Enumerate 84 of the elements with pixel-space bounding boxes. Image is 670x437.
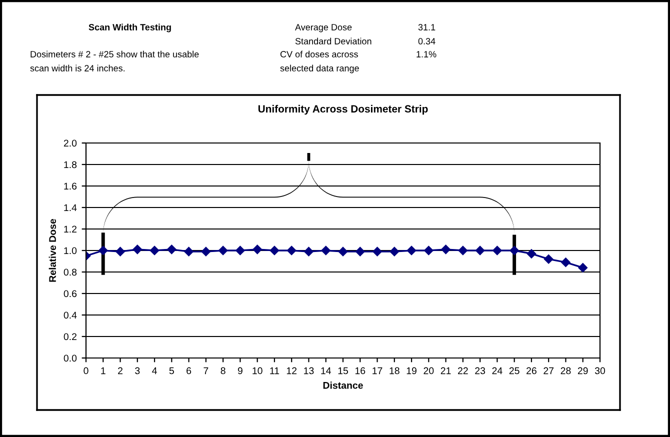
x-tick-label: 15 — [338, 367, 348, 374]
x-tick-label: 4 — [152, 367, 157, 374]
y-tick-label: 1.6 — [64, 182, 77, 190]
x-tick-label: 9 — [238, 367, 242, 374]
y-tick-label: 1.8 — [64, 161, 77, 168]
x-tick-label: 22 — [458, 367, 468, 374]
x-tick-label: 8 — [220, 367, 226, 374]
point — [526, 249, 536, 258]
x-tick-label: 20 — [424, 367, 434, 374]
x-axis-title: Distance — [323, 382, 363, 389]
point — [338, 246, 348, 256]
text: 31.1 — [418, 24, 436, 30]
x-tick-label: 25 — [509, 367, 520, 374]
point — [321, 246, 330, 256]
point — [356, 246, 365, 256]
x-tick-label: 10 — [252, 367, 262, 374]
point — [132, 244, 142, 254]
point — [390, 246, 400, 256]
chart-title: Uniformity Across Dosimeter Strip — [258, 104, 428, 115]
y-tick-label: 2.0 — [64, 140, 77, 147]
x-tick-label: 11 — [270, 367, 280, 374]
y-tick-label: 1.2 — [64, 226, 76, 233]
point — [424, 246, 434, 256]
point — [184, 246, 194, 256]
x-tick-label: 19 — [406, 367, 416, 374]
point — [441, 244, 450, 254]
x-tick-label: 29 — [578, 367, 588, 374]
point — [475, 246, 485, 256]
point — [150, 246, 160, 256]
point — [286, 246, 296, 256]
point — [252, 244, 262, 254]
point — [270, 246, 280, 256]
x-tick-label: 7 — [204, 367, 208, 374]
x-tick-label: 1 — [101, 367, 106, 374]
text: 0.34 — [418, 38, 436, 44]
text: Standard Deviation — [295, 38, 372, 44]
point — [167, 244, 176, 254]
x-tick-label: 0 — [84, 367, 88, 374]
point — [98, 246, 108, 256]
x-tick-label: 2 — [118, 367, 122, 374]
text: Dosimeters # 2 - #25 show that the usable — [30, 50, 199, 58]
point — [561, 258, 570, 267]
point — [304, 246, 314, 256]
x-tick-label: 28 — [560, 367, 571, 374]
x-tick-label: 13 — [304, 367, 314, 374]
y-tick-label: 0.0 — [64, 354, 77, 362]
point — [372, 246, 382, 256]
y-tick-label: 0.2 — [64, 333, 76, 340]
x-tick-label: 26 — [526, 367, 536, 374]
chart-subtitle: Scan Width Testing — [88, 24, 171, 32]
y-tick-label: 0.4 — [64, 312, 77, 319]
y-tick-label: 0.6 — [64, 290, 77, 298]
x-tick-label: 24 — [492, 367, 502, 374]
x-tick-label: 3 — [135, 367, 140, 374]
point — [201, 246, 211, 256]
point — [458, 246, 468, 256]
text: selected data range — [280, 64, 359, 74]
x-tick-label: 18 — [390, 367, 400, 374]
x-tick-label: 17 — [372, 367, 382, 374]
text: CV of doses across — [280, 50, 358, 58]
x-tick-label: 16 — [355, 367, 366, 374]
point — [510, 246, 519, 256]
point — [236, 246, 245, 256]
x-tick-label: 12 — [286, 367, 297, 374]
point — [578, 263, 588, 272]
point — [116, 246, 125, 256]
x-tick-label: 14 — [321, 367, 331, 374]
x-tick-label: 21 — [440, 367, 451, 374]
point — [218, 246, 228, 256]
point — [492, 246, 502, 256]
y-tick-label: 0.8 — [64, 268, 77, 276]
point — [544, 254, 554, 264]
text: Average Dose — [295, 24, 352, 32]
x-tick-label: 6 — [186, 367, 192, 374]
point — [406, 246, 416, 256]
y-axis-title: Relative Dose — [48, 218, 56, 282]
x-tick-label: 5 — [169, 367, 174, 374]
y-tick-label: 1.0 — [64, 247, 77, 254]
text: 1.1% — [416, 51, 436, 58]
x-tick-label: 27 — [544, 367, 554, 374]
x-tick-label: 30 — [594, 367, 606, 374]
text: scan width is 24 inches. — [30, 64, 125, 72]
y-tick-label: 1.4 — [64, 204, 77, 212]
x-tick-label: 23 — [475, 367, 486, 374]
